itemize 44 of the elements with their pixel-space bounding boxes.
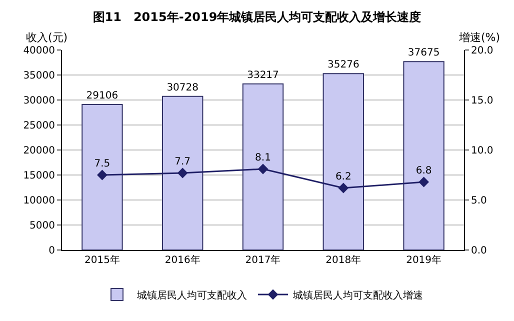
data-label: 8.1 [255,152,271,164]
legend-label: 城镇居民人均可支配收入增速 [292,289,423,302]
bar [242,83,284,250]
y2-tick-label: 15.0 [471,96,494,106]
point [338,182,349,194]
data-label: 35276 [327,60,360,71]
x-tick-label: 2019年 [406,254,442,266]
y-tick-label: 25000 [23,120,55,132]
point [177,168,188,178]
point [258,164,268,174]
y-tick-label: 15000 [23,170,55,182]
legend-label: 城镇居民人均可支配收入 [136,289,247,302]
data-label: 6.2 [335,172,352,182]
y-tick-label: 30000 [23,96,55,106]
data-label: 7.7 [174,156,191,168]
y2-tick-label: 5.0 [471,196,487,206]
y-tick-label: 10000 [23,196,55,206]
data-label: 6.8 [416,166,432,176]
data-label: 37675 [408,48,440,59]
bar [162,96,204,250]
point [97,170,108,180]
y2-tick-label: 0.0 [471,246,487,256]
y-tick-label: 5000 [30,220,55,232]
x-tick-label: 2015年 [84,254,120,266]
y-tick-label: 20000 [23,146,55,156]
bar [82,104,123,250]
x-tick-label: 2018年 [326,254,362,266]
data-label: 33217 [247,70,279,81]
y2-tick-label: 10.0 [471,146,494,156]
y-tick-label: 35000 [23,70,55,82]
bar [403,61,444,250]
data-label: 29106 [86,90,118,102]
x-tick-label: 2016年 [164,254,200,266]
y-axis-title: 收入(元) [26,31,68,44]
data-label: 30728 [166,82,199,94]
data-label: 7.5 [94,158,110,170]
y-tick-label: 40000 [23,46,55,56]
point [418,176,429,188]
y2-axis-title: 增速(%) [458,31,500,44]
y2-tick-label: 20.0 [471,46,494,56]
y-tick-label: 0 [48,246,55,256]
x-tick-label: 2017年 [245,254,281,266]
chart-title: 图11 2015年-2019年城镇居民人均可支配收入及增长速度 [92,10,422,24]
bar [322,73,364,250]
